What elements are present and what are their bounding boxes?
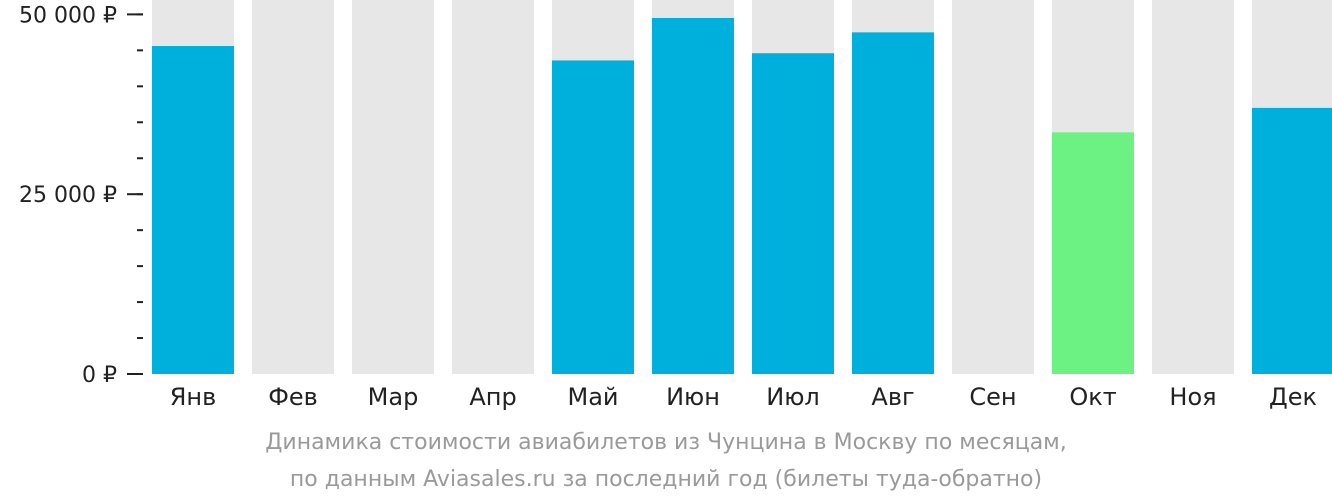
x-tick-label: Май — [567, 383, 618, 411]
bar-chart: 0 ₽ 25 000 ₽ 50 000 ₽ Янв Фев Мар Апр Май Июн Июл… — [19, 0, 1332, 411]
bar — [152, 46, 234, 375]
bar-background — [952, 0, 1034, 374]
x-tick-label: Дек — [1269, 383, 1317, 411]
x-tick-label: Авг — [871, 383, 914, 411]
x-tick-label: Янв — [170, 383, 217, 411]
x-tick-label: Апр — [469, 383, 516, 411]
bar-background — [452, 0, 534, 374]
x-tick-label: Мар — [368, 383, 419, 411]
x-tick-label: Июн — [666, 383, 720, 411]
x-tick-label: Сен — [969, 383, 1016, 411]
bar — [1052, 132, 1134, 374]
x-tick-label: Ноя — [1169, 383, 1216, 411]
y-tick-label: 0 ₽ — [82, 363, 117, 388]
x-tick-label: Окт — [1069, 383, 1116, 411]
chart-caption-line-2: по данным Aviasales.ru за последний год … — [289, 467, 1043, 492]
bar-background — [352, 0, 434, 374]
y-tick-label: 25 000 ₽ — [19, 183, 117, 208]
bar — [1252, 107, 1332, 374]
y-tick-label: 50 000 ₽ — [19, 3, 117, 28]
chart-caption-line-1: Динамика стоимости авиабилетов из Чунцин… — [265, 430, 1067, 455]
bar-background — [1152, 0, 1234, 374]
x-tick-label: Июл — [766, 383, 820, 411]
bar — [752, 53, 834, 374]
bar — [852, 32, 934, 374]
bar-background — [252, 0, 334, 374]
bar — [552, 60, 634, 375]
x-tick-label: Фев — [268, 383, 318, 411]
bar — [652, 17, 734, 374]
